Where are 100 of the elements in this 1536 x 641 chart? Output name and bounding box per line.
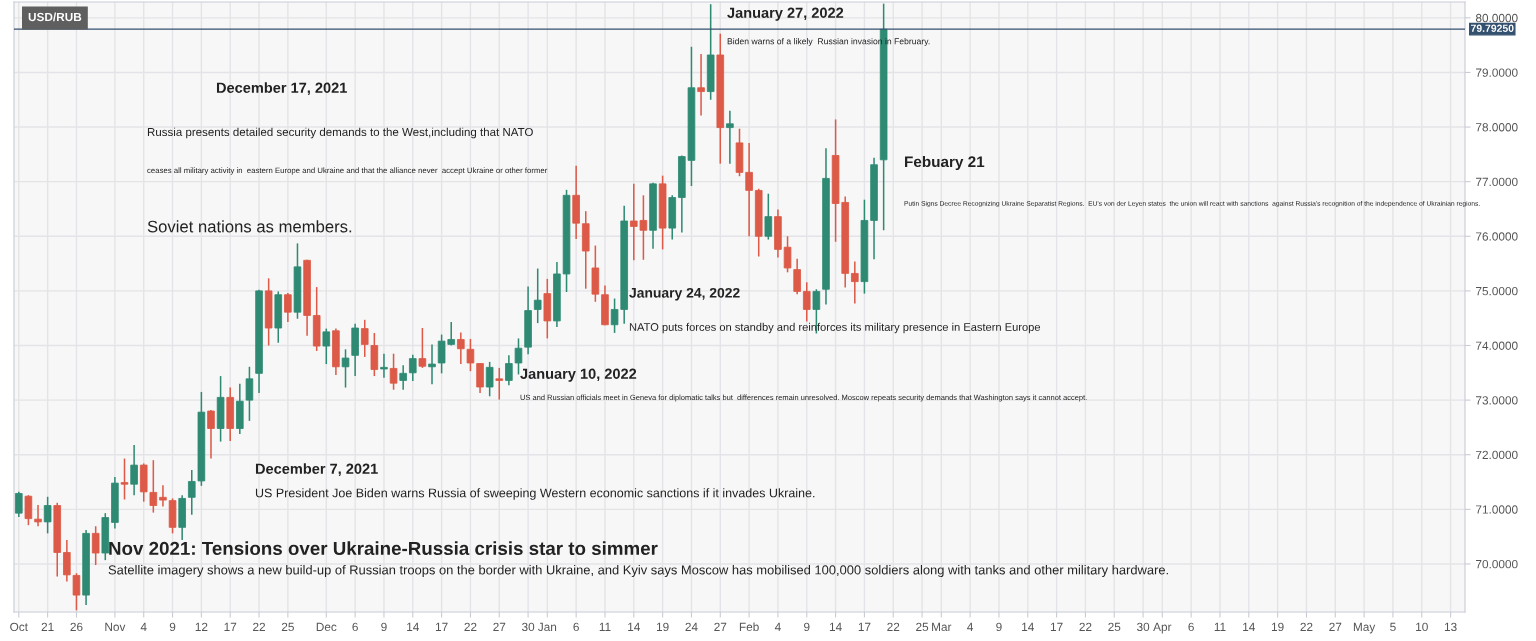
y-tick-label: 74.0000 xyxy=(1476,341,1518,350)
candlestick xyxy=(851,260,859,305)
x-tick-label: 4 xyxy=(140,622,147,631)
x-tick-label: 9 xyxy=(996,622,1002,632)
x-tick-label: 11 xyxy=(599,622,611,631)
x-tick-label: 17 xyxy=(858,622,871,631)
y-tick-label: 71.0000 xyxy=(1476,505,1518,514)
candlestick xyxy=(418,327,427,369)
candlestick xyxy=(341,348,350,389)
candlestick xyxy=(24,494,33,526)
x-tick-label: 21 xyxy=(41,622,54,631)
candlestick xyxy=(380,352,388,379)
candlestick xyxy=(476,362,484,394)
annotation: Soviet nations as members. xyxy=(147,220,352,233)
y-tick-label: 77.0000 xyxy=(1476,177,1518,187)
x-tick-label: 19 xyxy=(1271,622,1284,632)
text: USD/RUB xyxy=(28,12,82,22)
x-tick-label: 12 xyxy=(195,622,208,631)
y-tick-label: 78.0000 xyxy=(1476,123,1518,132)
x-tick-label: 22 xyxy=(464,622,477,631)
x-tick-label: 6 xyxy=(352,622,358,632)
candlestick xyxy=(43,496,52,535)
candlestick xyxy=(726,109,734,165)
x-tick-label: 4 xyxy=(967,622,974,631)
x-tick-label: Jan xyxy=(537,622,557,632)
x-tick-label: 30 xyxy=(1136,622,1150,632)
y-tick-label: 76.0000 xyxy=(1476,232,1518,241)
candlestick xyxy=(409,354,417,382)
x-tick-label: 14 xyxy=(1243,622,1256,631)
candlestick xyxy=(322,327,331,365)
x-tick-label: Oct xyxy=(10,622,28,632)
y-tick-label: 80.0000 xyxy=(1475,13,1518,23)
annotation: January 27, 2022 xyxy=(727,7,844,21)
x-tick-label: Mar xyxy=(932,622,952,632)
x-tick-label: 26 xyxy=(70,622,83,632)
x-tick-label: 17 xyxy=(1050,622,1063,631)
x-tick-label: 24 xyxy=(685,622,698,631)
annotation: Febuary 21 xyxy=(905,155,985,171)
x-tick-label: 9 xyxy=(804,622,810,632)
x-tick-label: 14 xyxy=(829,622,842,631)
y-tick-label: 79.0000 xyxy=(1476,68,1518,77)
x-tick-label: 10 xyxy=(1416,622,1428,632)
x-tick-label: 17 xyxy=(224,622,237,631)
candlestick xyxy=(34,504,42,528)
x-tick-label: 13 xyxy=(1444,622,1457,632)
candlestick xyxy=(159,484,167,508)
annotation: December 17, 2021 xyxy=(216,82,347,96)
x-tick-label: 14 xyxy=(407,622,420,631)
x-tick-label: 19 xyxy=(656,622,669,632)
x-tick-label: 5 xyxy=(1390,622,1396,632)
y-tick-label: 73.0000 xyxy=(1476,396,1518,405)
candlestick xyxy=(120,457,129,501)
x-tick-label: 27 xyxy=(1329,622,1342,631)
x-tick-label: 25 xyxy=(916,622,929,632)
annotation: Nov 2021: Tensions over Ukraine-Russia crisis star to simmer xyxy=(109,541,658,556)
x-tick-label: Apr xyxy=(1153,622,1172,634)
x-tick-label: 27 xyxy=(714,622,727,631)
candlestick xyxy=(485,361,494,398)
ref-line-label: 79.79250 xyxy=(1471,24,1514,32)
y-tick-label: 70.0000 xyxy=(1476,559,1518,569)
candlestick xyxy=(457,331,465,365)
annotation: January 10, 2022 xyxy=(520,368,637,382)
x-tick-label: 4 xyxy=(774,622,781,631)
annotation: US President Joe Biden warns Russia of sweeping Western economic sanctions if it invades Ukraine. xyxy=(255,488,815,500)
x-tick-label: 27 xyxy=(493,622,506,631)
candlestick xyxy=(793,257,801,295)
annotation: Satellite imagery shows a new build-up of Russian troops on the border with Ukraine, and Kyiv says Moscow has mobilised 100,000 soldiers along with tanks and other military hardware. xyxy=(108,564,1168,578)
x-tick-label: Dec xyxy=(316,622,337,632)
x-tick-label: 25 xyxy=(1108,622,1121,632)
x-tick-label: 22 xyxy=(1079,622,1092,631)
candlestick xyxy=(764,192,773,241)
candlestick xyxy=(207,409,215,460)
x-tick-label: 22 xyxy=(887,622,900,631)
x-tick-label: 6 xyxy=(573,622,579,632)
x-tick-label: 30 xyxy=(521,622,535,632)
candlestick xyxy=(466,338,475,372)
candlestick xyxy=(802,281,811,323)
x-tick-label: 14 xyxy=(1022,622,1034,631)
annotation: Russia presents detailed security demands to the West,including that NATO xyxy=(147,127,533,139)
candlestick xyxy=(399,364,407,391)
x-tick-label: May xyxy=(1353,622,1376,634)
candlestick xyxy=(533,267,542,324)
x-tick-label: 22 xyxy=(253,622,266,631)
candlestick xyxy=(245,366,254,422)
candlestick xyxy=(495,367,504,401)
candlestick xyxy=(428,343,436,386)
x-tick-label: Nov xyxy=(105,622,126,632)
x-tick-label: Feb xyxy=(739,622,759,632)
x-tick-label: 9 xyxy=(381,622,387,632)
candlestick xyxy=(130,444,138,496)
candlestick xyxy=(360,319,369,358)
candlestick xyxy=(91,525,100,566)
x-tick-label: 25 xyxy=(281,622,294,632)
x-tick-label: 11 xyxy=(1214,622,1226,631)
candlestick xyxy=(284,292,292,323)
y-tick-label: 72.0000 xyxy=(1476,450,1518,460)
x-tick-label: 9 xyxy=(169,622,176,632)
candlestick xyxy=(783,235,792,274)
x-tick-label: 6 xyxy=(1188,622,1194,632)
candlestick xyxy=(697,53,705,117)
